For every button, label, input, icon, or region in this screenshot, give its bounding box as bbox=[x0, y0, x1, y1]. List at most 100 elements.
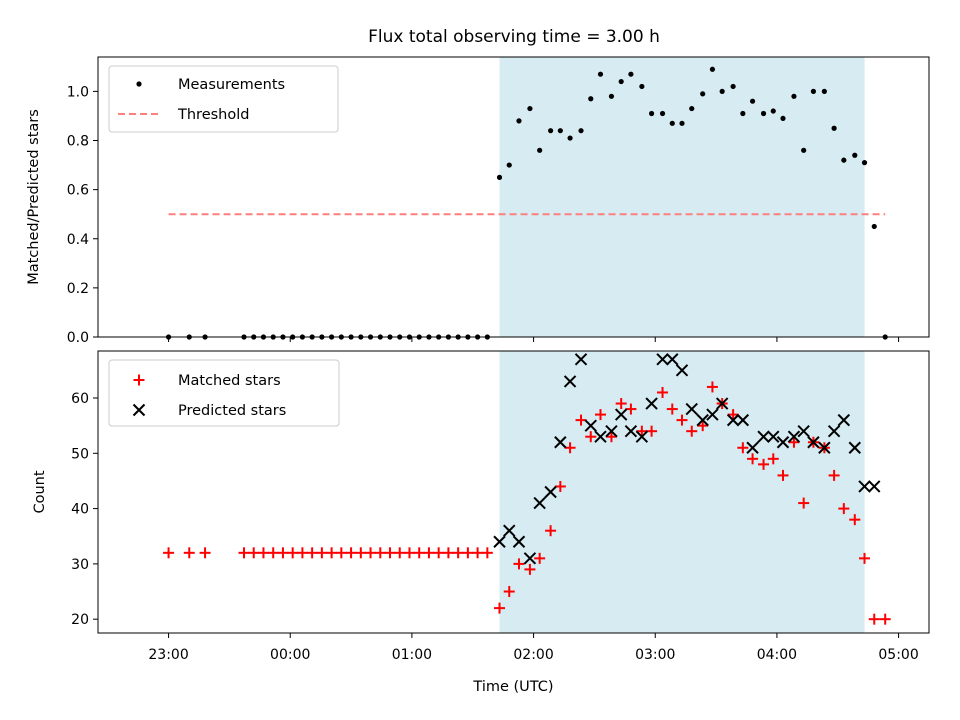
matched-star-point bbox=[452, 547, 464, 559]
measurement-point bbox=[780, 115, 786, 122]
predicted-star-point bbox=[868, 480, 881, 493]
matched-star-point bbox=[737, 442, 749, 454]
predicted-star-stroke-b bbox=[715, 397, 729, 410]
matched-star-point bbox=[384, 547, 396, 559]
legend-measurements-marker bbox=[136, 81, 142, 87]
matched-star-point bbox=[413, 547, 425, 559]
xtick-label: 05:00 bbox=[878, 647, 918, 663]
predicted-star-point bbox=[574, 353, 588, 366]
matched-star-point bbox=[879, 613, 891, 625]
matched-star-point bbox=[345, 547, 357, 559]
bottom-axes-frame bbox=[97, 350, 930, 634]
matched-star-point bbox=[686, 425, 698, 437]
matched-star-point bbox=[462, 547, 474, 559]
measurement-point bbox=[608, 93, 615, 99]
matched-star-point bbox=[828, 469, 840, 481]
predicted-star-point bbox=[656, 353, 669, 366]
matched-star-point bbox=[316, 547, 328, 559]
predicted-star-stroke-b bbox=[645, 397, 658, 410]
measurement-point bbox=[700, 91, 706, 97]
predicted-star-stroke-b bbox=[837, 413, 851, 427]
predicted-star-point bbox=[827, 424, 841, 438]
measurement-point bbox=[557, 128, 563, 134]
predicted-star-stroke-b bbox=[848, 441, 861, 454]
matched-star-point bbox=[859, 552, 871, 564]
matched-star-point bbox=[605, 431, 617, 443]
matched-star-point bbox=[676, 414, 688, 426]
matched-star-point bbox=[666, 403, 678, 415]
matched-star-point bbox=[374, 547, 386, 559]
predicted-star-point bbox=[746, 441, 759, 454]
predicted-star-point bbox=[523, 552, 537, 565]
top-ytick-label: 1.0 bbox=[67, 84, 89, 100]
measurement-point bbox=[821, 88, 827, 94]
matched-star-point bbox=[534, 552, 546, 564]
predicted-star-stroke-b bbox=[696, 413, 709, 427]
matched-star-point bbox=[727, 409, 739, 421]
predicted-star-point bbox=[666, 353, 679, 366]
xtick-label: 03:00 bbox=[635, 647, 675, 663]
bottom-y-ticks: 20 30 40 50 60 bbox=[71, 391, 98, 628]
predicted-star-point bbox=[563, 375, 577, 388]
predicted-star-stroke-b bbox=[635, 430, 649, 443]
matched-star-point bbox=[199, 547, 211, 559]
predicted-star-stroke-b bbox=[512, 535, 526, 548]
top-ytick-label: 0.0 bbox=[67, 330, 89, 346]
top-ytick-label: 0.4 bbox=[67, 232, 89, 248]
measurement-point bbox=[679, 120, 685, 126]
measurement-point bbox=[749, 98, 756, 104]
bottom-ytick-label: 40 bbox=[71, 502, 89, 518]
top-legend: Measurements Threshold bbox=[108, 65, 339, 133]
predicted-star-point bbox=[706, 408, 719, 421]
matched-star-point bbox=[625, 403, 637, 415]
measurement-point bbox=[852, 152, 858, 158]
predicted-star-stroke-b bbox=[563, 375, 577, 388]
measurement-point bbox=[801, 147, 807, 153]
predicted-star-point bbox=[696, 413, 709, 427]
matched-star-point bbox=[585, 431, 597, 443]
predicted-star-point bbox=[594, 430, 607, 443]
predicted-star-point bbox=[614, 408, 628, 421]
predicted-star-point bbox=[584, 419, 597, 432]
matched-star-point bbox=[564, 442, 576, 454]
measurement-point bbox=[719, 88, 725, 94]
measurement-point bbox=[516, 118, 522, 124]
predicted-star-stroke-b bbox=[746, 441, 759, 454]
predicted-star-point bbox=[787, 430, 801, 443]
legend-predicted-stroke-b bbox=[132, 403, 146, 417]
matched-star-point bbox=[554, 480, 566, 492]
matched-star-point bbox=[494, 602, 506, 614]
predicted-star-stroke-b bbox=[818, 441, 831, 454]
matched-star-point bbox=[394, 547, 406, 559]
matched-star-point bbox=[788, 436, 800, 448]
matched-star-point bbox=[355, 547, 367, 559]
legend-predicted-label: Predicted stars bbox=[178, 403, 286, 419]
predicted-star-point bbox=[818, 441, 831, 454]
predicted-star-stroke-b bbox=[656, 353, 669, 366]
xtick-label: 23:00 bbox=[148, 647, 188, 663]
predicted-star-point bbox=[767, 430, 780, 443]
matched-star-point bbox=[849, 514, 861, 526]
measurement-point bbox=[648, 110, 655, 117]
predicted-star-stroke-b bbox=[797, 424, 810, 438]
measurement-point bbox=[791, 93, 797, 99]
bottom-x-ticks: 23:00 00:00 01:00 02:00 03:00 04:00 05:00 bbox=[148, 633, 919, 663]
matched-star-point bbox=[306, 547, 318, 559]
legend-matched-label: Matched stars bbox=[178, 373, 281, 389]
predicted-star-stroke-b bbox=[675, 364, 689, 377]
predicted-star-stroke-b bbox=[605, 424, 618, 438]
measurement-point bbox=[597, 71, 604, 77]
predicted-star-point bbox=[848, 441, 861, 454]
matched-star-point bbox=[646, 425, 658, 437]
measurement-point bbox=[740, 110, 746, 117]
predicted-star-stroke-b bbox=[706, 408, 719, 421]
predicted-star-stroke-b bbox=[858, 480, 871, 493]
matched-star-point bbox=[777, 469, 789, 481]
chart-title: Flux total observing time = 3.00 h bbox=[368, 27, 660, 47]
bottom-observing-shade bbox=[499, 351, 865, 633]
matched-star-point bbox=[503, 586, 515, 598]
predicted-star-stroke-b bbox=[807, 436, 820, 449]
predicted-star-stroke-b bbox=[666, 353, 679, 366]
measurement-point bbox=[588, 96, 594, 102]
